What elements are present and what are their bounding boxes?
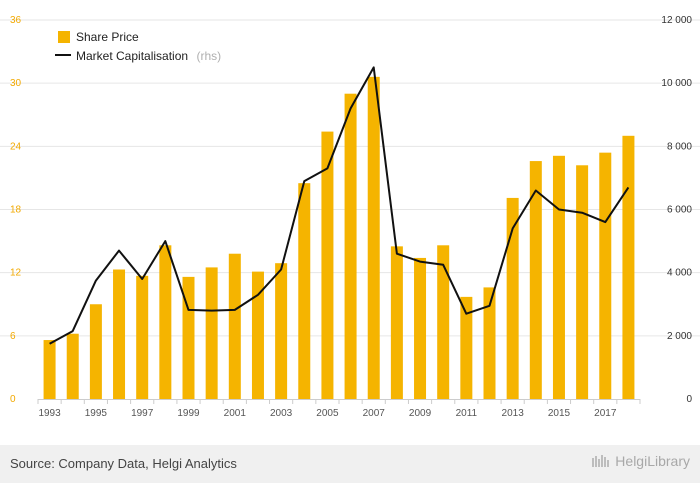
bar-1993 [43,340,56,399]
share-price-bars [43,76,635,400]
right-tick-label: 12 000 [661,15,692,26]
x-tick-label: 2005 [316,408,339,419]
x-tick-label: 2013 [502,408,525,419]
bar-2004 [298,183,311,399]
x-tick-label: 2011 [456,408,478,419]
right-tick-label: 2 000 [667,331,692,342]
bar-1995 [89,304,102,399]
left-axis-ticks: 0 6 12 18 24 30 36 [10,15,22,405]
footer: Source: Company Data, Helgi Analytics He… [0,445,700,483]
bar-2009 [414,257,427,399]
x-tick-label: 2001 [224,408,247,419]
bar-1999 [182,276,195,399]
x-tick-label: 2007 [363,408,386,419]
legend: Share Price Market Capitalisation (rhs) [55,30,221,64]
bar-2008 [390,246,403,399]
legend-swatch-share-price [58,31,70,43]
left-tick-label: 18 [10,205,22,216]
bar-2002 [251,271,264,399]
bar-2016 [576,165,589,399]
right-tick-label: 8 000 [667,141,692,152]
left-tick-label: 6 [10,331,16,342]
bar-2001 [228,253,241,399]
bar-1998 [159,245,172,399]
bar-2007 [367,76,380,399]
left-tick-label: 0 [10,394,16,405]
bar-1997 [136,275,149,399]
bar-2017 [599,152,612,399]
right-axis-ticks: 0 2 000 4 000 6 000 8 000 10 000 12 000 [661,15,692,405]
bar-2014 [529,161,542,399]
right-tick-label: 6 000 [667,205,692,216]
bar-2013 [506,197,519,399]
bar-2006 [344,93,357,399]
chart-canvas: 0 6 12 18 24 30 36 0 2 000 4 000 6 000 8 000 10 000… [0,15,700,419]
left-tick-label: 24 [10,141,22,152]
x-tick-label: 1995 [85,408,108,419]
market-cap-line [49,66,630,345]
legend-label-share-price: Share Price [76,30,139,44]
left-tick-label: 12 [10,268,22,279]
bar-2012 [483,287,496,399]
x-tick-label: 2009 [409,408,432,419]
legend-label-market-cap: Market Capitalisation (rhs) [76,47,221,64]
x-tick-label: 1993 [38,408,61,419]
logo-text: HelgiLibrary [615,453,690,469]
x-tick-label: 1999 [177,408,200,419]
x-tick-label: 2003 [270,408,293,419]
bar-2003 [275,263,288,399]
source-text: Source: Company Data, Helgi Analytics [10,456,237,471]
bar-2011 [460,296,473,399]
bar-1996 [113,269,126,399]
left-tick-label: 36 [10,15,22,26]
bar-2010 [437,245,450,399]
right-tick-label: 0 [686,394,692,405]
bar-1994 [66,333,79,399]
right-tick-label: 4 000 [667,268,692,279]
bar-2015 [552,155,565,399]
legend-label-market-cap-suffix: (rhs) [197,49,222,63]
x-tick-label: 2017 [594,408,617,419]
legend-label-market-cap-name: Market Capitalisation [76,49,188,63]
left-tick-label: 30 [10,78,22,89]
x-tick-label: 1997 [131,408,154,419]
bar-2000 [205,267,218,399]
bar-2005 [321,131,334,399]
bar-2018 [622,135,635,400]
helgi-library-logo: HelgiLibrary [591,453,690,469]
right-tick-label: 10 000 [661,78,692,89]
library-icon [592,455,610,467]
x-tick-label: 2015 [548,408,571,419]
x-axis: 1993 1995 1997 1999 2001 2003 2005 2007 2009 2011… [37,399,641,419]
